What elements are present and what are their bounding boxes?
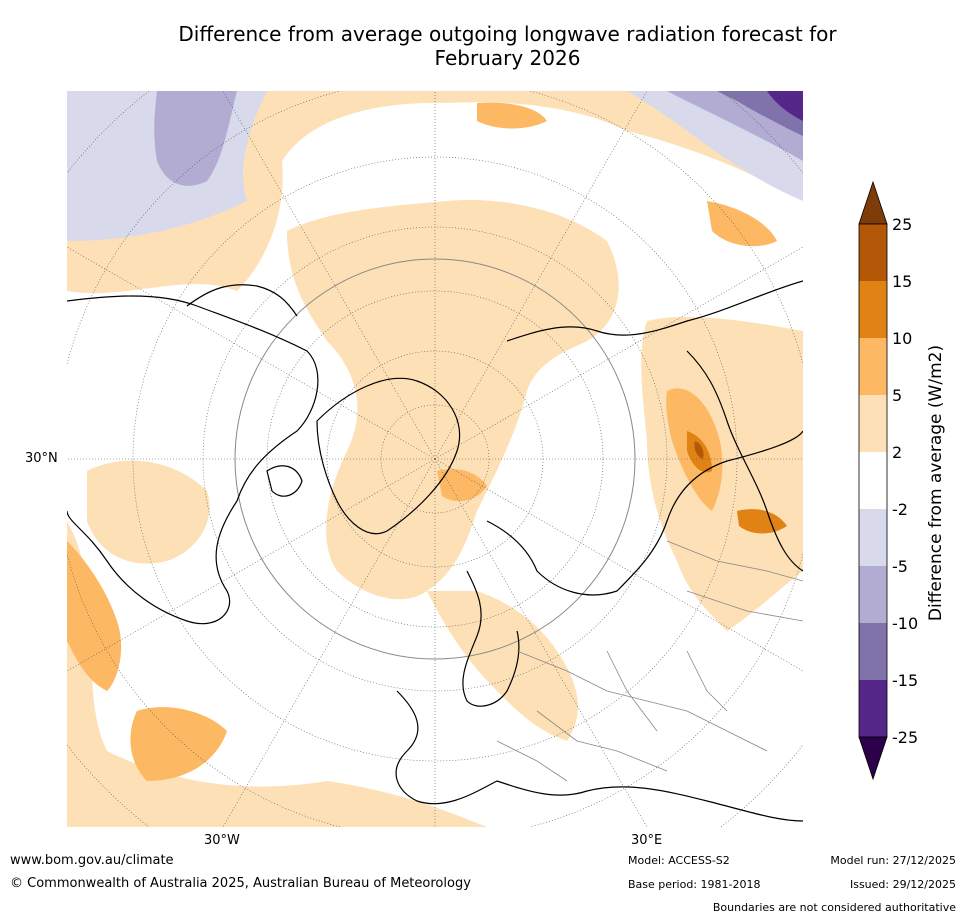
colorbar-title-text: Difference from average (W/m2) xyxy=(926,344,946,622)
colorbar-tick-5: 5 xyxy=(892,386,902,405)
colorbar-tick-m2: -2 xyxy=(892,500,908,519)
colorbar-over-triangle xyxy=(858,180,888,225)
lon-label-30e: 30°E xyxy=(631,833,663,848)
colorbar-tick-m10: -10 xyxy=(892,614,918,633)
colorbar-band-m25-m15 xyxy=(859,680,887,737)
coast-scandinavia xyxy=(462,570,520,707)
anomaly-5-10-south-pacific xyxy=(130,707,227,781)
coast-hudson-bay xyxy=(266,465,303,497)
colorbar: 25 15 10 5 2 -2 -5 -10 -15 -25 xyxy=(858,180,918,781)
borders-europe xyxy=(496,650,768,782)
colorbar-tick-10: 10 xyxy=(892,329,912,348)
footer-model: Model: ACCESS-S2 xyxy=(628,854,730,867)
coast-alaska xyxy=(186,284,298,317)
colorbar-outline xyxy=(858,223,888,738)
colorbar-tick-m5: -5 xyxy=(892,557,908,576)
coast-eurasia-north xyxy=(486,430,803,596)
anomaly-m25-m15-ne xyxy=(767,91,803,121)
colorbar-band-m5-m2 xyxy=(859,509,887,566)
coast-siberia xyxy=(506,280,803,342)
anomaly-5-10-pacific-north xyxy=(477,102,547,129)
footer-model-run: Model run: 27/12/2025 xyxy=(830,854,956,867)
map xyxy=(67,91,803,827)
lon-label-30w: 30°W xyxy=(204,833,240,848)
colorbar-band-m10-m5 xyxy=(859,566,887,623)
coast-east-asia xyxy=(686,350,803,572)
colorbar-band-10-15 xyxy=(859,281,887,338)
colorbar-tick-25: 25 xyxy=(892,215,912,234)
latitude-30-solid xyxy=(234,258,636,660)
anomaly-5-10-mexico xyxy=(67,541,122,691)
borders-asia xyxy=(666,540,803,622)
colorbar-tick-15: 15 xyxy=(892,272,912,291)
lat-label-30n: 30°N xyxy=(25,451,58,466)
coastlines xyxy=(67,280,803,822)
coast-europe xyxy=(395,690,803,822)
footer-copyright: © Commonwealth of Australia 2025, Austra… xyxy=(10,876,471,891)
anomaly-15-25-core xyxy=(694,441,704,459)
footer-base-period: Base period: 1981-2018 xyxy=(628,878,761,891)
anomaly-2-5-pacific xyxy=(67,91,803,294)
title-line-1: Difference from average outgoing longwav… xyxy=(178,22,837,46)
coast-north-america xyxy=(67,295,319,625)
colorbar-tick-2: 2 xyxy=(892,443,902,462)
anomaly-5-10-greenland xyxy=(437,469,487,502)
anomaly-m10-m5-nw xyxy=(154,91,237,186)
colorbar-tick-m15: -15 xyxy=(892,671,918,690)
colorbar-band-15-25 xyxy=(859,224,887,281)
colorbar-under-triangle xyxy=(858,736,888,781)
colorbar-tick-m25: -25 xyxy=(892,728,918,747)
colorbar-band-5-10 xyxy=(859,338,887,395)
anomaly-10-15-seasia xyxy=(737,509,787,534)
anomaly-2-5-arctic xyxy=(287,200,619,600)
footer-issued: Issued: 29/12/2025 xyxy=(849,878,956,891)
footer-disclaimer: Boundaries are not considered authoritat… xyxy=(712,901,956,914)
anomaly-2-5-atlantic xyxy=(427,591,578,741)
anomaly-2-5-tropics xyxy=(67,521,487,827)
chart-title: Difference from average outgoing longwav… xyxy=(60,22,955,70)
borders xyxy=(496,540,803,782)
anomaly-2-5-eastpac xyxy=(87,460,210,564)
title-line-2: February 2026 xyxy=(434,46,581,70)
colorbar-band-m15-m10 xyxy=(859,623,887,680)
colorbar-band-2-5 xyxy=(859,395,887,452)
anomaly-5-10-japan xyxy=(707,201,777,247)
coast-greenland xyxy=(316,377,461,535)
colorbar-band-neutral xyxy=(859,452,887,509)
footer-website: www.bom.gov.au/climate xyxy=(10,853,174,868)
